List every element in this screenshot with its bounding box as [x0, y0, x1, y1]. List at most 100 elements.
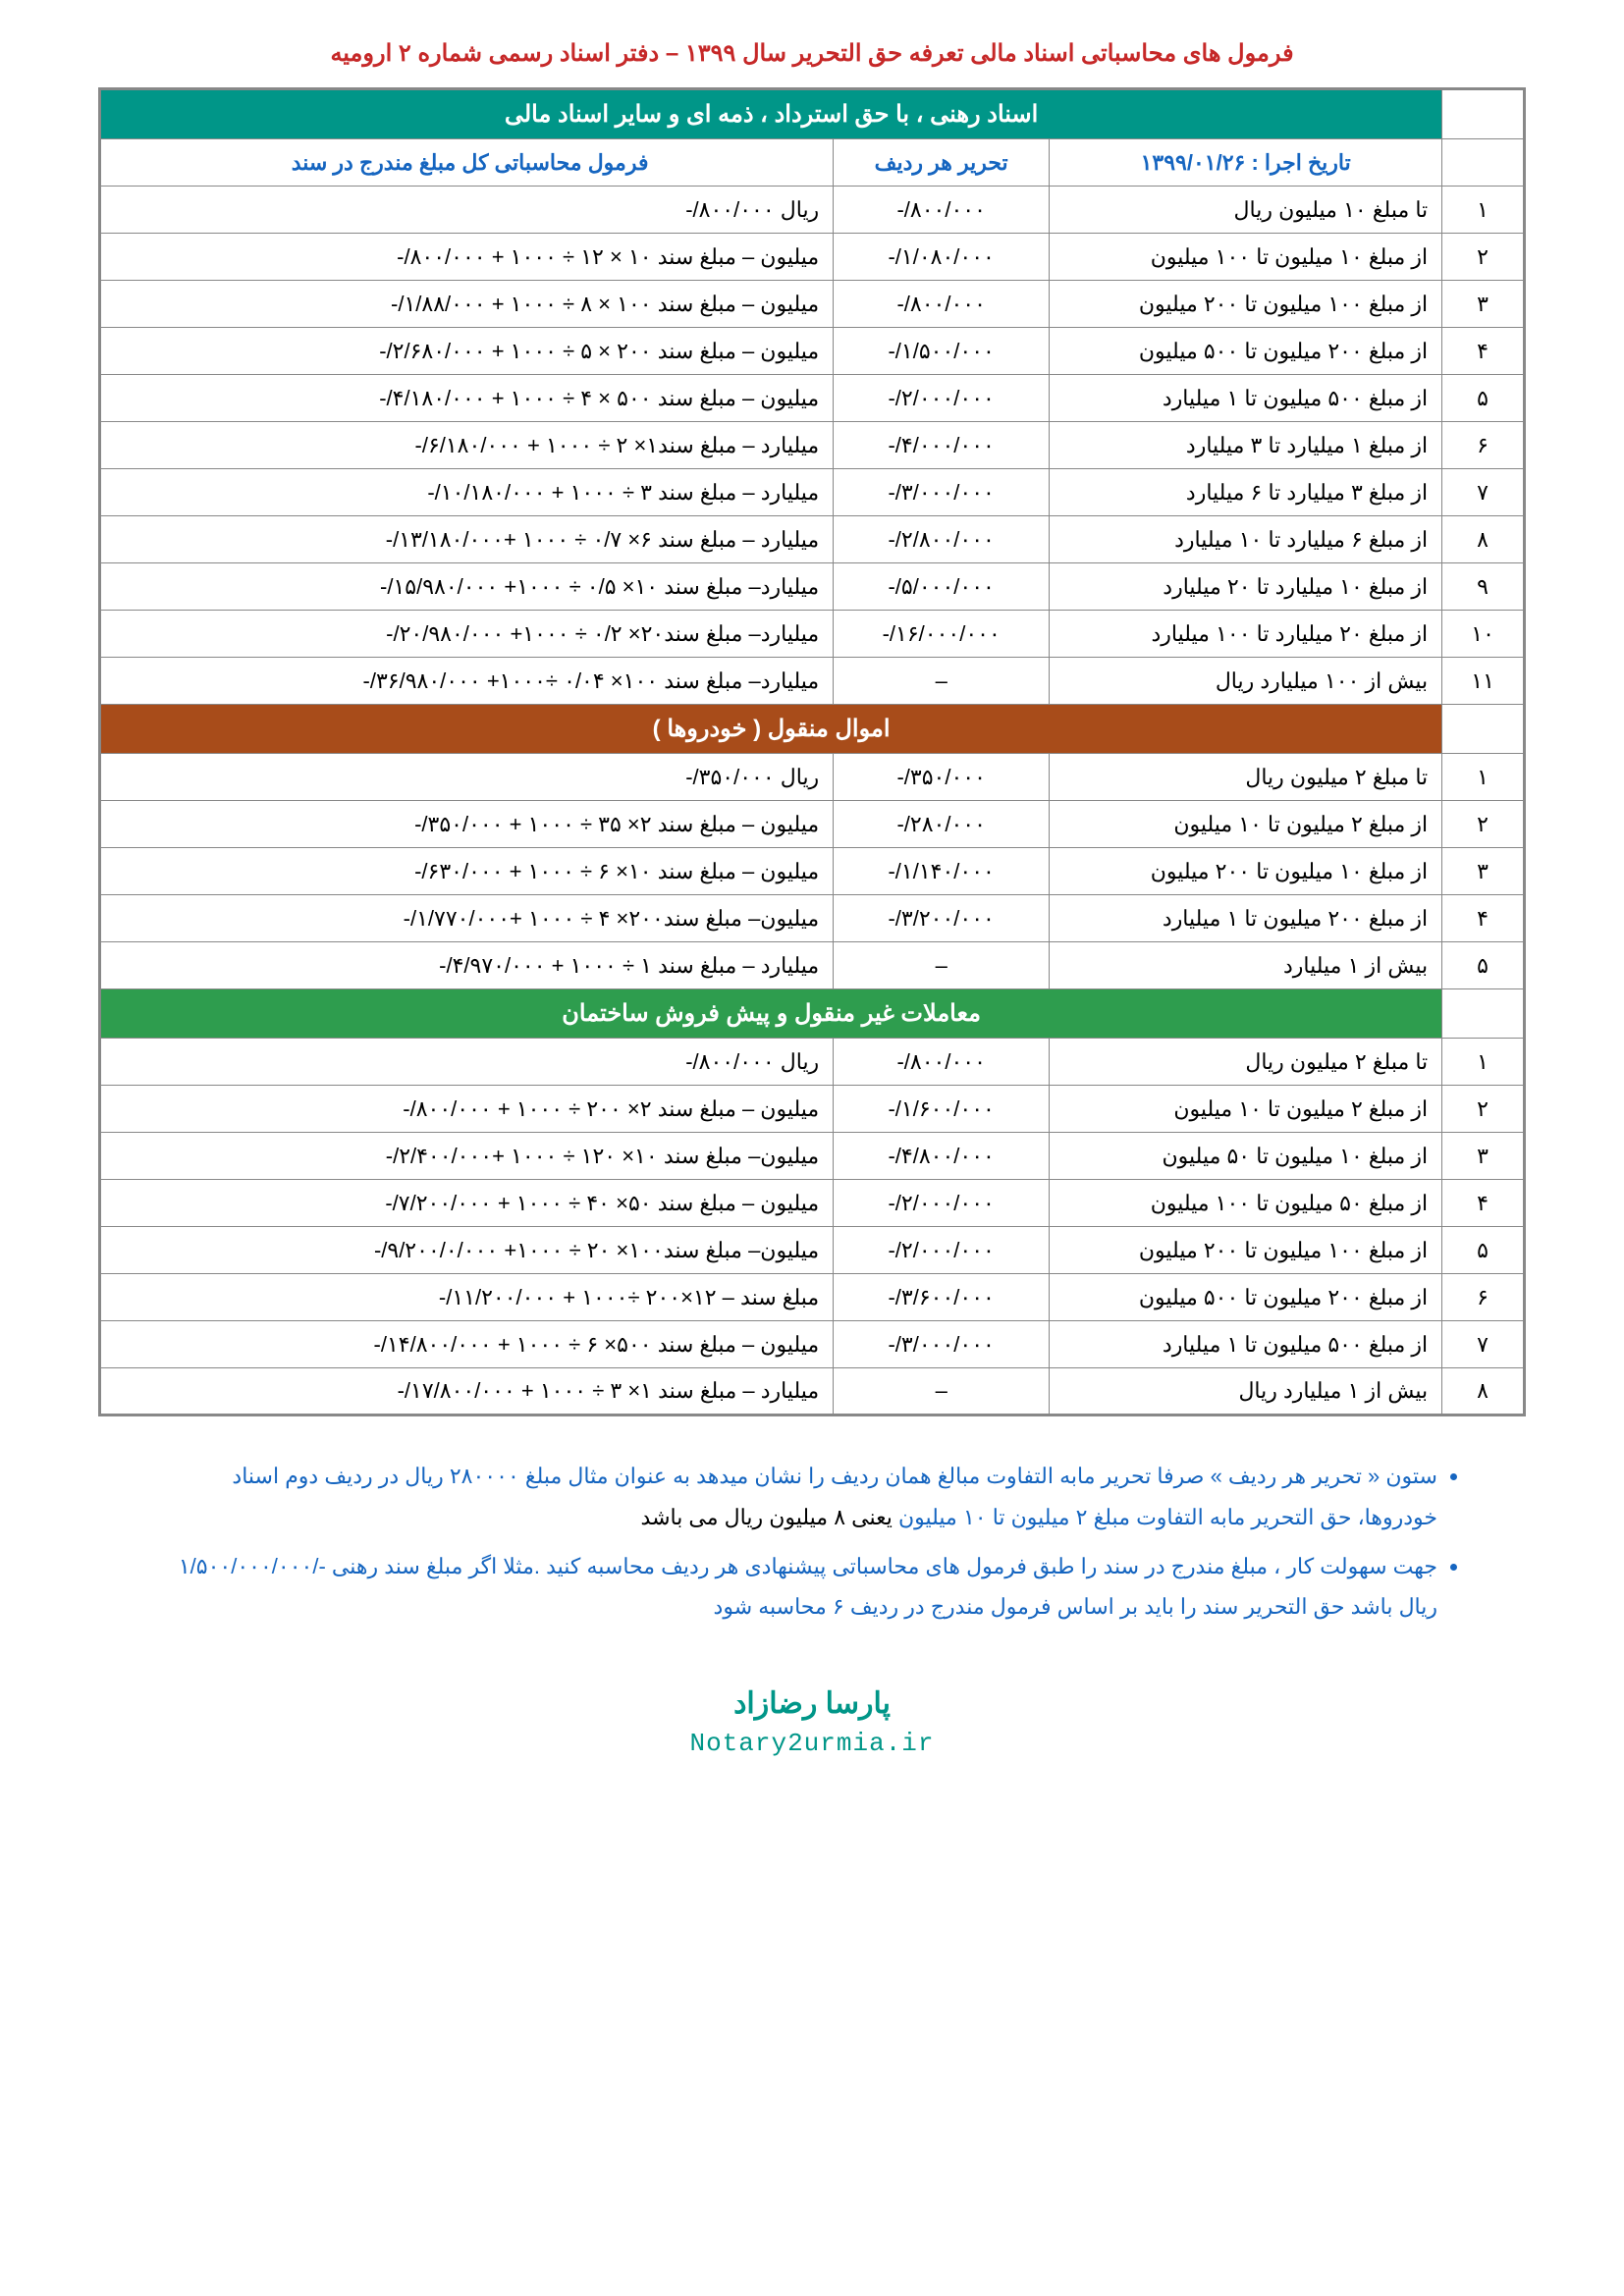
table-row: ۴از مبلغ ۵۰ میلیون تا ۱۰۰ میلیون-/۲/۰۰۰/… — [100, 1180, 1525, 1227]
row-desc: از مبلغ ۲۰ میلیارد تا ۱۰۰ میلیارد — [1050, 611, 1442, 658]
table-row: ۱تا مبلغ ۲ میلیون ریال-/۸۰۰/۰۰۰-/۸۰۰/۰۰۰… — [100, 1039, 1525, 1086]
table-row: ۶از مبلغ ۱ میلیارد تا ۳ میلیارد-/۴/۰۰۰/۰… — [100, 422, 1525, 469]
row-formula: -/۸۰۰/۰۰۰ + ۱۰۰۰ ÷ ۱۲ × ۱۰ میلیون – مبلغ… — [100, 234, 834, 281]
row-formula: -/۱۳/۱۸۰/۰۰۰+ ۱۰۰۰ ÷ ۰/۷ ×۶ میلیارد – مب… — [100, 516, 834, 563]
section3-header: ردیف معاملات غیر منقول و پیش فروش ساختما… — [100, 989, 1525, 1039]
row-number: ۴ — [1442, 328, 1525, 375]
row-tahrir: -/۳۵۰/۰۰۰ — [834, 754, 1050, 801]
row-formula: -/۱۴/۸۰۰/۰۰۰ + ۱۰۰۰ ÷ ۶ ×۵۰۰ میلیون – مب… — [100, 1321, 834, 1368]
row-desc: تا مبلغ ۲ میلیون ریال — [1050, 754, 1442, 801]
row-number: ۵ — [1442, 1227, 1525, 1274]
row-tahrir: -/۱/۰۸۰/۰۰۰ — [834, 234, 1050, 281]
row-desc: از مبلغ ۵۰ میلیون تا ۱۰۰ میلیون — [1050, 1180, 1442, 1227]
table-row: ۱۱بیش از ۱۰۰ میلیارد ریال–-/۳۶/۹۸۰/۰۰۰ +… — [100, 658, 1525, 705]
section2-header: ردیف اموال منقول ( خودروها ) — [100, 705, 1525, 754]
footer-site: Notary2urmia.ir — [98, 1729, 1526, 1758]
table-row: ۳از مبلغ ۱۰ میلیون تا ۵۰ میلیون-/۴/۸۰۰/۰… — [100, 1133, 1525, 1180]
table-row: ۵بیش از ۱ میلیارد–-/۴/۹۷۰/۰۰۰ + ۱۰۰۰ ÷ ۱… — [100, 942, 1525, 989]
table-row: ۱۰از مبلغ ۲۰ میلیارد تا ۱۰۰ میلیارد-/۱۶/… — [100, 611, 1525, 658]
row-tahrir: -/۸۰۰/۰۰۰ — [834, 281, 1050, 328]
row-number: ۱۱ — [1442, 658, 1525, 705]
table-row: ۲از مبلغ ۲ میلیون تا ۱۰ میلیون-/۱/۶۰۰/۰۰… — [100, 1086, 1525, 1133]
row-formula: -/۲/۴۰۰/۰۰۰+ ۱۰۰۰ ÷ ۱۲۰ ×۱۰ میلیون– مبلغ… — [100, 1133, 834, 1180]
row-formula: -/۴/۹۷۰/۰۰۰ + ۱۰۰۰ ÷ ۱ میلیارد – مبلغ سن… — [100, 942, 834, 989]
row-formula: -/۱۱/۲۰۰/۰۰۰ + ۱۰۰۰÷ ۲۰۰×۱۲ – مبلغ سند — [100, 1274, 834, 1321]
table-row: ۷از مبلغ ۳ میلیارد تا ۶ میلیارد-/۳/۰۰۰/۰… — [100, 469, 1525, 516]
row-number: ۶ — [1442, 422, 1525, 469]
row-number: ۱۰ — [1442, 611, 1525, 658]
row-formula: -/۳۵۰/۰۰۰ + ۱۰۰۰ ÷ ۳۵ ×۲ میلیون – مبلغ س… — [100, 801, 834, 848]
row-label: ردیف — [1442, 989, 1525, 1039]
row-desc: از مبلغ ۲۰۰ میلیون تا ۵۰۰ میلیون — [1050, 328, 1442, 375]
row-tahrir: -/۳/۰۰۰/۰۰۰ — [834, 469, 1050, 516]
row-number: ۸ — [1442, 1368, 1525, 1415]
table-row: ۵از مبلغ ۵۰۰ میلیون تا ۱ میلیارد-/۲/۰۰۰/… — [100, 375, 1525, 422]
section2-title: اموال منقول ( خودروها ) — [100, 705, 1442, 754]
sub-header-1: تاریخ اجرا : ۱۳۹۹/۰۱/۲۶ تحریر هر ردیف فر… — [100, 139, 1525, 187]
row-number: ۲ — [1442, 234, 1525, 281]
row-number: ۲ — [1442, 1086, 1525, 1133]
note-item: ستون « تحریر هر ردیف » صرفا تحریر مابه ا… — [157, 1456, 1437, 1538]
row-desc: بیش از ۱ میلیارد — [1050, 942, 1442, 989]
row-desc: از مبلغ ۱۰۰ میلیون تا ۲۰۰ میلیون — [1050, 281, 1442, 328]
row-tahrir: -/۱۶/۰۰۰/۰۰۰ — [834, 611, 1050, 658]
table-row: ۳از مبلغ ۱۰۰ میلیون تا ۲۰۰ میلیون-/۸۰۰/۰… — [100, 281, 1525, 328]
row-desc: تا مبلغ ۱۰ میلیون ریال — [1050, 187, 1442, 234]
row-number: ۴ — [1442, 1180, 1525, 1227]
row-tahrir: -/۸۰۰/۰۰۰ — [834, 1039, 1050, 1086]
row-desc: از مبلغ ۲۰۰ میلیون تا ۱ میلیارد — [1050, 895, 1442, 942]
row-formula: -/۱۷/۸۰۰/۰۰۰ + ۱۰۰۰ ÷ ۳ ×۱ میلیارد – مبل… — [100, 1368, 834, 1415]
section1-header: ردیف اسناد رهنی ، با حق استرداد ، ذمه ای… — [100, 89, 1525, 139]
table-row: ۱تا مبلغ ۱۰ میلیون ریال-/۸۰۰/۰۰۰-/۸۰۰/۰۰… — [100, 187, 1525, 234]
row-desc: از مبلغ ۱۰ میلیون تا ۲۰۰ میلیون — [1050, 848, 1442, 895]
row-formula: -/۷/۲۰۰/۰۰۰ + ۱۰۰۰ ÷ ۴۰ ×۵۰ میلیون – مبل… — [100, 1180, 834, 1227]
row-formula: -/۱/۷۷۰/۰۰۰+ ۱۰۰۰ ÷ ۴ ×۲۰۰میلیون– مبلغ س… — [100, 895, 834, 942]
row-tahrir: -/۲/۰۰۰/۰۰۰ — [834, 1180, 1050, 1227]
row-formula: -/۲۰/۹۸۰/۰۰۰ +۱۰۰۰ ÷ ۰/۲ ×۲۰میلیارد– مبل… — [100, 611, 834, 658]
table-row: ۵از مبلغ ۱۰۰ میلیون تا ۲۰۰ میلیون-/۲/۰۰۰… — [100, 1227, 1525, 1274]
row-formula: -/۳۵۰/۰۰۰ ریال — [100, 754, 834, 801]
row-formula: -/۸۰۰/۰۰۰ ریال — [100, 1039, 834, 1086]
row-formula: -/۲/۶۸۰/۰۰۰ + ۱۰۰۰ ÷ ۵ × ۲۰۰ میلیون – مب… — [100, 328, 834, 375]
row-desc: بیش از ۱۰۰ میلیارد ریال — [1050, 658, 1442, 705]
row-desc: از مبلغ ۱۰ میلیون تا ۱۰۰ میلیون — [1050, 234, 1442, 281]
table-row: ۲از مبلغ ۲ میلیون تا ۱۰ میلیون-/۲۸۰/۰۰۰-… — [100, 801, 1525, 848]
row-label: ردیف — [1442, 89, 1525, 139]
section1-title: اسناد رهنی ، با حق استرداد ، ذمه ای و سا… — [100, 89, 1442, 139]
row-number: ۷ — [1442, 1321, 1525, 1368]
row-tahrir: -/۳/۲۰۰/۰۰۰ — [834, 895, 1050, 942]
row-desc: از مبلغ ۵۰۰ میلیون تا ۱ میلیارد — [1050, 1321, 1442, 1368]
row-number: ۸ — [1442, 516, 1525, 563]
row-tahrir: -/۲۸۰/۰۰۰ — [834, 801, 1050, 848]
row-number: ۱ — [1442, 754, 1525, 801]
row-tahrir: -/۲/۰۰۰/۰۰۰ — [834, 375, 1050, 422]
row-tahrir: -/۱/۱۴۰/۰۰۰ — [834, 848, 1050, 895]
row-formula: -/۸۰۰/۰۰۰ + ۱۰۰۰ ÷ ۲۰۰ ×۲ میلیون – مبلغ … — [100, 1086, 834, 1133]
row-tahrir: -/۳/۶۰۰/۰۰۰ — [834, 1274, 1050, 1321]
row-tahrir: -/۸۰۰/۰۰۰ — [834, 187, 1050, 234]
section3-title: معاملات غیر منقول و پیش فروش ساختمان — [100, 989, 1442, 1039]
table-row: ۴از مبلغ ۲۰۰ میلیون تا ۱ میلیارد-/۳/۲۰۰/… — [100, 895, 1525, 942]
row-desc: از مبلغ ۲ میلیون تا ۱۰ میلیون — [1050, 801, 1442, 848]
row-desc: از مبلغ ۵۰۰ میلیون تا ۱ میلیارد — [1050, 375, 1442, 422]
row-formula: -/۱/۸۸/۰۰۰ + ۱۰۰۰ ÷ ۸ × ۱۰۰ میلیون – مبل… — [100, 281, 834, 328]
row-formula: -/۳۶/۹۸۰/۰۰۰ +۱۰۰۰÷ ۰/۰۴ ×۱۰۰ میلیارد– م… — [100, 658, 834, 705]
row-desc: از مبلغ ۱۰ میلیون تا ۵۰ میلیون — [1050, 1133, 1442, 1180]
footer: پارسا رضازاد Notary2urmia.ir — [98, 1686, 1526, 1758]
table-row: ۳از مبلغ ۱۰ میلیون تا ۲۰۰ میلیون-/۱/۱۴۰/… — [100, 848, 1525, 895]
table-row: ۸از مبلغ ۶ میلیارد تا ۱۰ میلیارد-/۲/۸۰۰/… — [100, 516, 1525, 563]
row-formula: -/۸۰۰/۰۰۰ ریال — [100, 187, 834, 234]
row-formula: -/۴/۱۸۰/۰۰۰ + ۱۰۰۰ ÷ ۴ × ۵۰۰ میلیون – مب… — [100, 375, 834, 422]
row-number: ۲ — [1442, 801, 1525, 848]
notes-section: ستون « تحریر هر ردیف » صرفا تحریر مابه ا… — [98, 1456, 1526, 1628]
formula-header: فرمول محاسباتی کل مبلغ مندرج در سند — [100, 139, 834, 187]
row-number: ۹ — [1442, 563, 1525, 611]
row-number: ۳ — [1442, 1133, 1525, 1180]
row-number: ۱ — [1442, 1039, 1525, 1086]
row-number: ۵ — [1442, 375, 1525, 422]
row-formula: -/۱۰/۱۸۰/۰۰۰ + ۱۰۰۰ ÷ ۳ میلیارد – مبلغ س… — [100, 469, 834, 516]
table-row: ۴از مبلغ ۲۰۰ میلیون تا ۵۰۰ میلیون-/۱/۵۰۰… — [100, 328, 1525, 375]
row-desc: از مبلغ ۲۰۰ میلیون تا ۵۰۰ میلیون — [1050, 1274, 1442, 1321]
row-desc: تا مبلغ ۲ میلیون ریال — [1050, 1039, 1442, 1086]
row-desc: از مبلغ ۱۰ میلیارد تا ۲۰ میلیارد — [1050, 563, 1442, 611]
